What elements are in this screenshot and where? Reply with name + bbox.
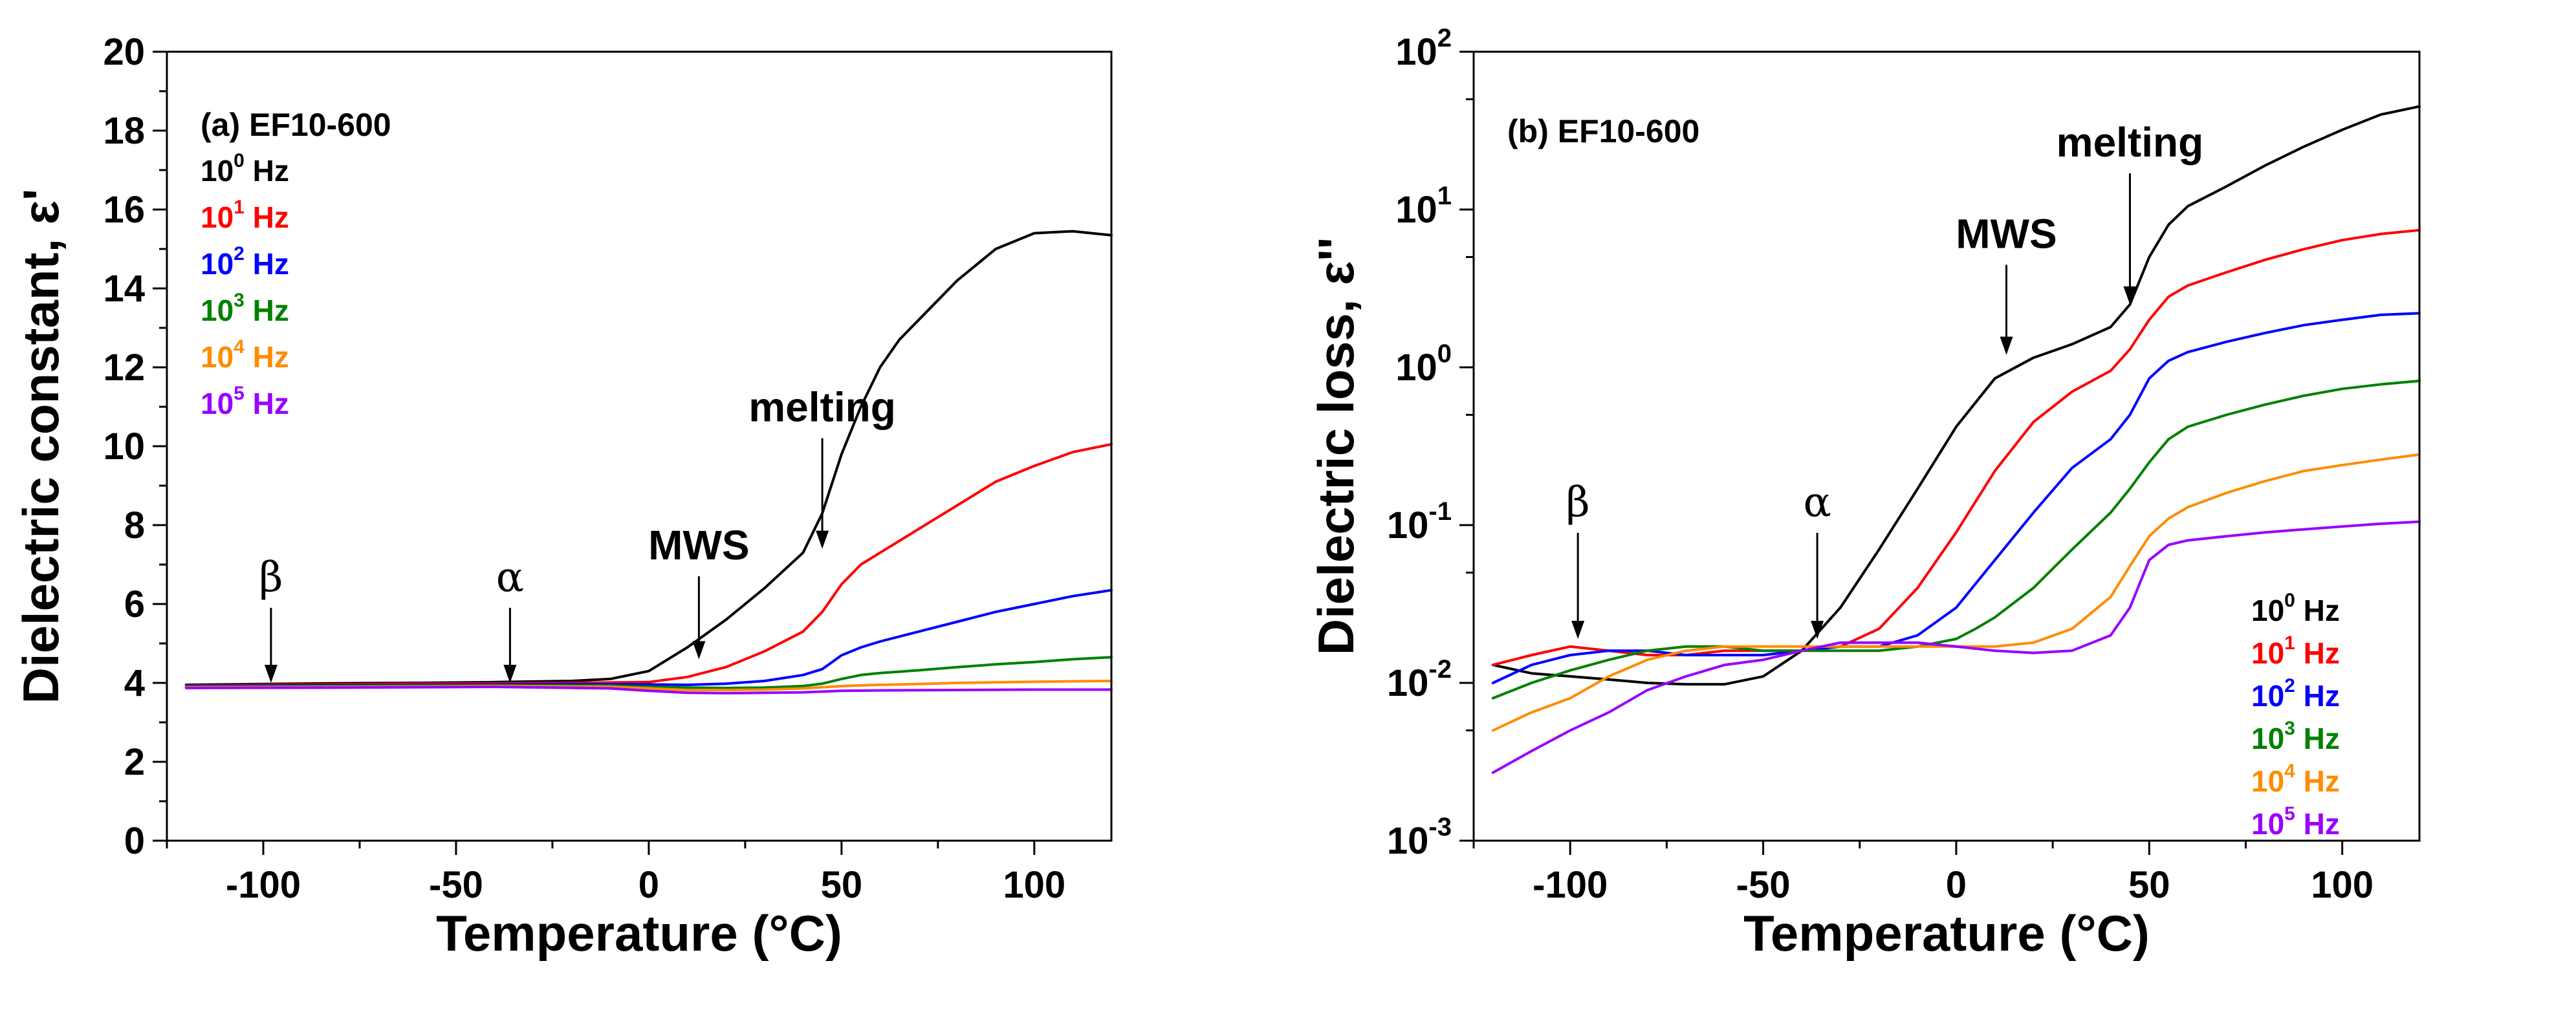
annotation-arrow-head [1811,620,1824,639]
x-axis-title: Temperature (°C) [436,905,842,962]
y-tick-label: 6 [124,583,145,625]
y-tick-label: 18 [103,110,145,152]
legend-entry: 103 Hz [201,290,289,327]
annotation-mws: MWS [1956,210,2057,257]
x-tick-label: -100 [1533,864,1608,906]
annotation-alpha: α [1803,479,1831,526]
legend-entry: 102 Hz [201,243,289,281]
annotation-melting: melting [748,384,896,431]
series-line-4 [1491,453,2421,732]
y-tick-label: 0 [124,820,145,862]
x-tick-label: -50 [1736,864,1791,906]
annotation-beta: β [1566,479,1590,526]
y-tick-label: 100 [1395,340,1452,389]
x-tick-label: -100 [226,864,301,906]
annotation-arrow-head [2123,286,2137,305]
series-line-1 [1491,228,2421,667]
panel-b-dielectric-loss: -100 -50 0 50 100 10-3 10-2 10-1 100 101 102 Temper… [1307,24,2421,962]
plot-frame [166,50,1113,842]
y-tick-label: 12 [103,347,145,389]
series-line-2 [1491,312,2421,684]
series-line-5 [1491,520,2421,774]
legend: 100 Hz 101 Hz 102 Hz 103 Hz 104 Hz 105 Hz [2251,590,2340,841]
x-tick-label: -50 [429,864,483,906]
series-group [184,230,1113,695]
plot-frame [1472,50,2421,842]
annotation-arrow-head [264,665,278,683]
legend-entry: 104 Hz [2251,760,2340,798]
y-tick-label: 10-2 [1387,655,1452,704]
x-tick-label: 0 [639,864,659,906]
x-tick-label: 100 [2311,864,2374,906]
legend-entry: 101 Hz [201,197,289,234]
annotation-arrow-head [692,641,706,660]
y-tick-label: 2 [124,741,145,783]
annotation-arrow-head [816,530,829,549]
legend-entry: 104 Hz [201,336,289,374]
legend-entry: 103 Hz [2251,718,2340,755]
y-axis-title: Dielectric loss, ε'' [1307,237,1364,655]
x-tick-label: 50 [821,864,863,906]
legend-entry: 100 Hz [201,150,289,188]
annotation-arrow-head [503,665,517,683]
y-tick-label: 4 [124,662,145,704]
y-tick-label: 101 [1395,182,1452,231]
panel-a-dielectric-constant: -100 -50 0 50 100 0 2 4 6 8 10 12 14 16 18 20 Temperatur… [12,31,1113,962]
y-tick-label: 20 [103,31,145,73]
y-tick-label: 102 [1395,24,1452,73]
x-axis-title: Temperature (°C) [1743,905,2150,962]
annotation-arrow-head [2000,336,2013,355]
y-tick-label: 10-1 [1387,497,1452,546]
annotation-mws: MWS [648,522,749,568]
y-tick-label: 16 [103,189,145,231]
legend-entry: 102 Hz [2251,675,2340,713]
x-tick-label: 100 [1003,864,1065,906]
y-tick-label: 8 [124,504,145,546]
legend-entry: 105 Hz [201,383,289,420]
legend-entry: 105 Hz [2251,803,2340,841]
x-tick-label: 0 [1946,864,1967,906]
legend-entry: 100 Hz [2251,590,2340,627]
y-tick-label: 14 [103,268,145,310]
annotation-beta: β [259,554,283,601]
legend: 100 Hz 101 Hz 102 Hz 103 Hz 104 Hz 105 Hz [201,150,289,420]
series-line-0 [1491,105,2421,686]
y-axis-title: Dielectric constant, ε' [12,189,69,704]
annotation-arrow-head [1571,620,1585,639]
y-tick-label: 10-3 [1387,813,1452,862]
x-tick-label: 50 [2128,864,2170,906]
series-group [1491,105,2421,774]
y-tick-label: 10 [103,426,145,468]
annotation-melting: melting [2057,119,2204,166]
series-line-2 [184,588,1113,687]
annotation-alpha: α [496,554,524,601]
legend-entry: 101 Hz [2251,632,2340,670]
series-line-3 [1491,380,2421,700]
panel-label: (a) EF10-600 [201,107,391,143]
series-line-5 [184,685,1113,695]
panel-label: (b) EF10-600 [1507,113,1699,149]
